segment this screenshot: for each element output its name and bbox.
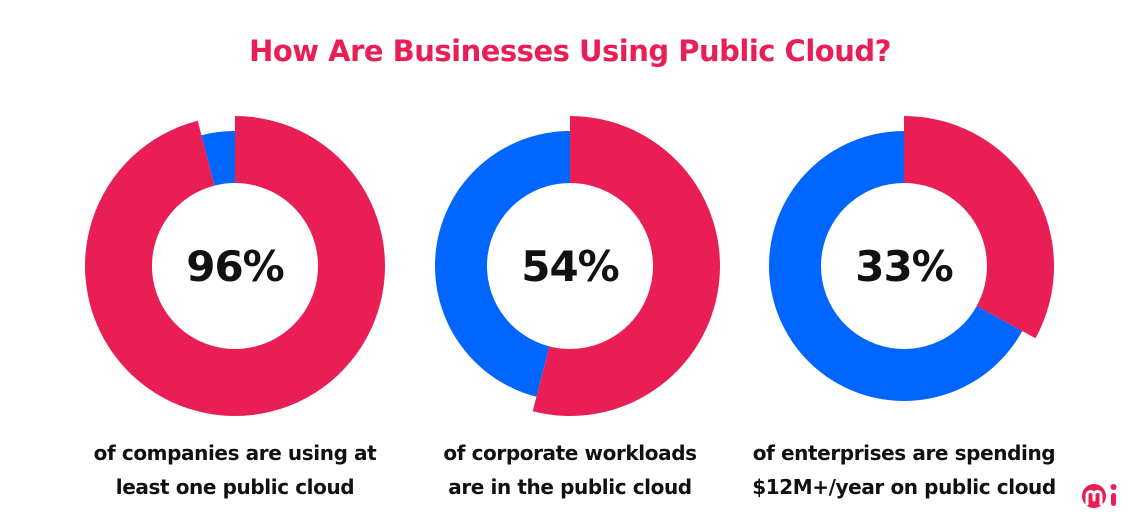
caption-line: least one public cloud bbox=[115, 475, 355, 499]
donut-chart-workloads: 54% bbox=[414, 110, 726, 422]
chart-title: How Are Businesses Using Public Cloud? bbox=[249, 34, 891, 68]
caption-workloads: of corporate workloads are in the public… bbox=[400, 436, 740, 504]
caption-line: $12M+/year on public cloud bbox=[752, 475, 1056, 499]
donut-segment-other bbox=[201, 131, 235, 186]
donut-segment-highlight bbox=[904, 116, 1054, 339]
donut-segment-other bbox=[768, 131, 1023, 402]
percentage-label: 96% bbox=[186, 241, 285, 291]
donut-chart-enterprises: 33% bbox=[748, 110, 1060, 422]
caption-line: of enterprises are spending bbox=[752, 441, 1056, 465]
donut-segment-highlight bbox=[532, 116, 720, 416]
caption-line: of companies are using at bbox=[93, 441, 377, 465]
percentage-label: 33% bbox=[855, 241, 954, 291]
brand-logo-icon bbox=[1081, 480, 1123, 512]
caption-companies: of companies are using at least one publ… bbox=[65, 436, 405, 504]
caption-line: are in the public cloud bbox=[448, 475, 692, 499]
caption-line: of corporate workloads bbox=[443, 441, 697, 465]
donut-svg bbox=[84, 116, 385, 416]
donut-chart-companies: 96% bbox=[79, 110, 391, 422]
percentage-label: 54% bbox=[521, 241, 620, 291]
caption-enterprises: of enterprises are spending $12M+/year o… bbox=[734, 436, 1074, 504]
donut-segment-other bbox=[435, 131, 570, 397]
donut-svg bbox=[768, 116, 1054, 402]
donut-svg bbox=[435, 116, 720, 416]
donut-segment-highlight bbox=[84, 116, 385, 416]
